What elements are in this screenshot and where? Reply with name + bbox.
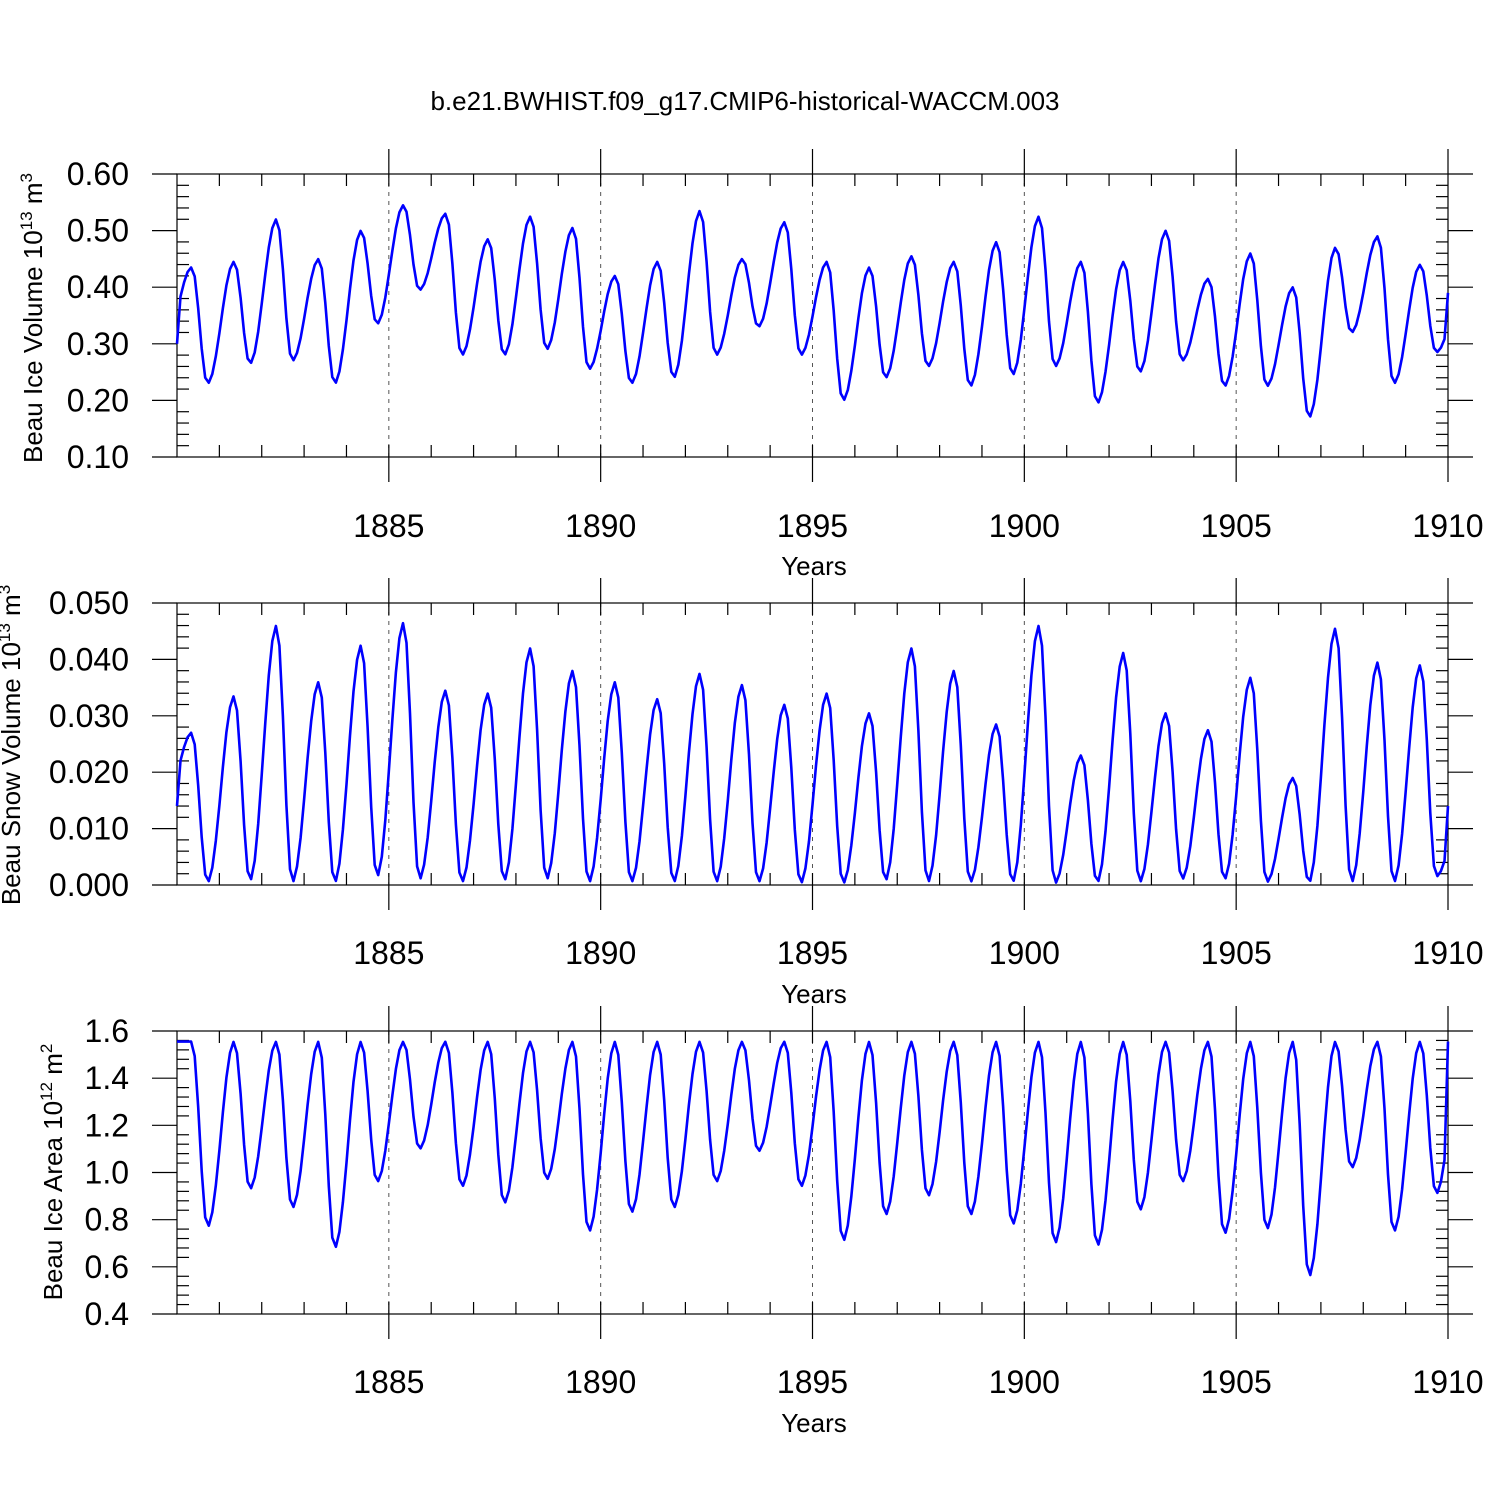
- panel-snow-volume: Beau Snow Volume 1013 m3 Years 1885 1890 1…: [0, 578, 1484, 1009]
- y-tick-label-snow-volume-0.040: 0.040: [49, 641, 129, 677]
- y-tick-label-ice-area-1.2: 1.2: [85, 1107, 129, 1143]
- y-tick-label-ice-area-0.6: 0.6: [85, 1249, 129, 1285]
- y-axis-label-snow-volume: Beau Snow Volume 1013 m3: [0, 585, 26, 905]
- x-tick-label-ice-area-1910: 1910: [1412, 1364, 1483, 1400]
- y-tick-label-snow-volume-0.010: 0.010: [49, 811, 129, 847]
- plot-frame-ice-area: [176, 1030, 1449, 1315]
- series-line-snow-volume: [175, 621, 1450, 884]
- y-tick-label-ice-volume-0.50: 0.50: [67, 213, 129, 249]
- x-tick-label-ice-area-1885: 1885: [353, 1364, 424, 1400]
- x-tick-label-ice-volume-1890: 1890: [565, 508, 636, 544]
- y-axis-label-ice-area: Beau Ice Area 1012 m2: [37, 1044, 68, 1301]
- y-tick-label-ice-volume-0.10: 0.10: [67, 439, 129, 475]
- x-tick-label-ice-area-1905: 1905: [1201, 1364, 1272, 1400]
- y-tick-label-ice-volume-0.40: 0.40: [67, 269, 129, 305]
- x-tick-label-ice-area-1890: 1890: [565, 1364, 636, 1400]
- x-tick-label-ice-volume-1895: 1895: [777, 508, 848, 544]
- x-tick-label-snow-volume-1910: 1910: [1412, 935, 1483, 971]
- x-tick-label-ice-volume-1910: 1910: [1412, 508, 1483, 544]
- y-axis-label-ice-volume: Beau Ice Volume 1013 m3: [17, 173, 48, 463]
- y-tick-label-ice-area-0.4: 0.4: [85, 1296, 129, 1332]
- x-tick-label-ice-area-1900: 1900: [989, 1364, 1060, 1400]
- series-line-ice-volume: [175, 204, 1450, 418]
- x-tick-label-snow-volume-1905: 1905: [1201, 935, 1272, 971]
- x-axis-label-snow-volume: Years: [781, 979, 847, 1009]
- x-tick-label-snow-volume-1895: 1895: [777, 935, 848, 971]
- y-tick-label-ice-volume-0.60: 0.60: [67, 156, 129, 192]
- y-tick-label-ice-volume-0.20: 0.20: [67, 382, 129, 418]
- series-line-ice-area: [177, 1040, 1450, 1277]
- y-tick-label-snow-volume-0.000: 0.000: [49, 867, 129, 903]
- x-tick-label-ice-area-1895: 1895: [777, 1364, 848, 1400]
- x-tick-label-ice-volume-1905: 1905: [1201, 508, 1272, 544]
- x-tick-label-snow-volume-1900: 1900: [989, 935, 1060, 971]
- x-tick-label-ice-volume-1900: 1900: [989, 508, 1060, 544]
- y-tick-label-snow-volume-0.030: 0.030: [49, 698, 129, 734]
- y-tick-label-snow-volume-0.020: 0.020: [49, 754, 129, 790]
- y-tick-label-ice-area-1.0: 1.0: [85, 1155, 129, 1191]
- x-tick-label-ice-volume-1885: 1885: [353, 508, 424, 544]
- x-tick-label-snow-volume-1885: 1885: [353, 935, 424, 971]
- x-axis-label-ice-volume: Years: [781, 551, 847, 581]
- y-tick-label-ice-area-1.6: 1.6: [85, 1013, 129, 1049]
- panel-ice-area: Beau Ice Area 1012 m2 Years 1885 1890 1895…: [37, 1006, 1484, 1438]
- x-tick-label-snow-volume-1890: 1890: [565, 935, 636, 971]
- chart-title: b.e21.BWHIST.f09_g17.CMIP6-historical-WA…: [430, 86, 1059, 116]
- x-axis-label-ice-area: Years: [781, 1408, 847, 1438]
- y-tick-label-ice-area-0.8: 0.8: [85, 1202, 129, 1238]
- y-tick-label-ice-volume-0.30: 0.30: [67, 326, 129, 362]
- y-tick-label-ice-area-1.4: 1.4: [85, 1060, 129, 1096]
- panel-ice-volume: Beau Ice Volume 1013 m3 Years 1885 1890 18…: [17, 149, 1484, 581]
- y-tick-label-snow-volume-0.050: 0.050: [49, 585, 129, 621]
